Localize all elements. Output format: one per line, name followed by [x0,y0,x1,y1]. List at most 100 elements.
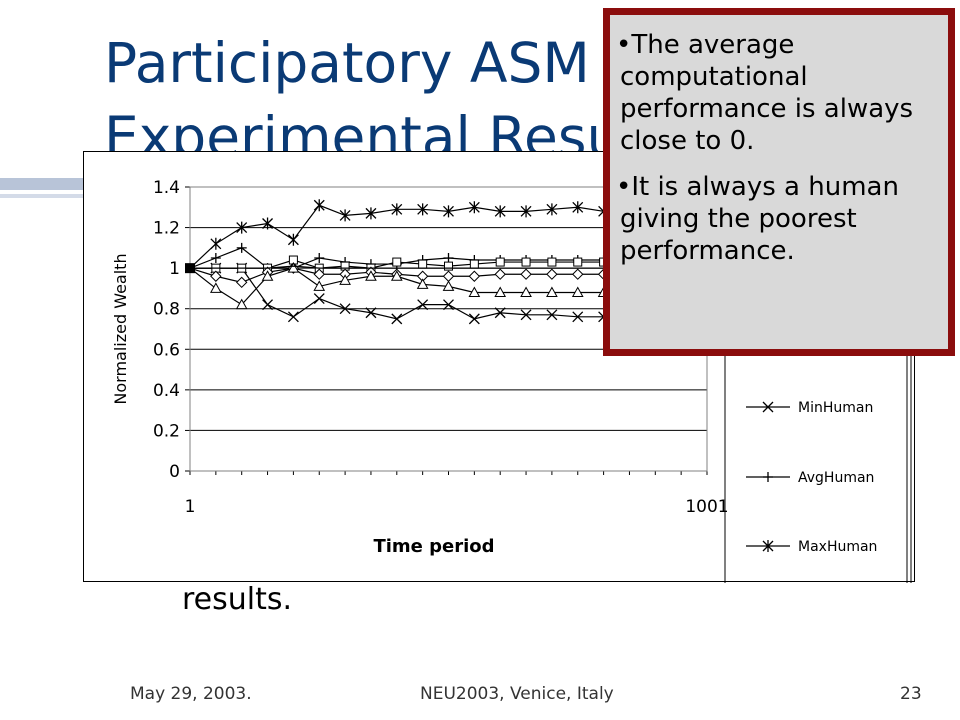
callout-point-1: •The average computational performance i… [616,30,914,156]
marker-x [287,311,299,323]
callout-inner: •The average computational performance i… [610,15,948,349]
callout-point-2: •It is always a human giving the poorest… [616,172,899,266]
footer-page-number: 23 [900,684,922,704]
marker-x [365,307,377,319]
marker-square [495,257,505,267]
marker-star [339,209,351,222]
legend-label: MinHuman [798,400,873,416]
marker-diamond [235,276,248,289]
marker-triangle [210,282,222,293]
marker-star [365,207,377,220]
marker-x [443,299,454,311]
marker-triangle [339,274,351,285]
marker-x [520,309,532,321]
marker-square [547,257,557,267]
series-triangle [189,262,610,310]
marker-diamond [210,270,222,282]
marker-triangle [313,280,326,291]
marker-star [210,237,222,250]
y-tick-label: 0.6 [153,340,180,360]
marker-star [262,217,274,230]
marker-star [236,221,248,234]
marker-x [339,303,351,315]
marker-triangle [546,286,558,297]
marker-diamond [442,270,455,282]
wealth-chart: 0 0.2 0.4 0.6 0.8 1 1.2 1.4 1 1001 Normalized We… [111,152,912,583]
marker-plus [763,472,773,482]
legend-item: MaxHuman [746,539,877,555]
marker-triangle [494,286,507,297]
series-line [190,265,604,269]
marker-star [443,205,454,218]
marker-star [572,201,584,214]
chart-legend: MinHuman AvgHuman MaxHuman [746,400,877,555]
y-axis-label: Normalized Wealth [111,253,130,404]
marker-plus [210,253,221,263]
footer-venue: NEU2003, Venice, Italy [420,684,614,704]
decor-stripe-thin [0,194,110,198]
x-tick-label: 1 [185,497,196,517]
marker-star [313,199,325,212]
marker-x [417,299,429,311]
y-tick-labels: 0 0.2 0.4 0.6 0.8 1 1.2 1.4 [153,178,180,482]
series-square [190,255,609,273]
x-axis-label: Time period [373,536,494,557]
y-tick-label: 1.4 [153,178,180,198]
marker-triangle [390,270,403,281]
marker-square [469,259,479,269]
body-text-fragment: results. [182,582,293,617]
marker-star [417,203,429,216]
marker-x [494,307,506,319]
marker-diamond [520,268,532,280]
marker-diamond [313,268,325,280]
marker-triangle [287,262,300,273]
marker-diamond [572,268,584,280]
marker-triangle [261,270,274,281]
marker-triangle [365,270,377,281]
marker-triangle [442,280,455,291]
marker-x [762,401,774,413]
marker-star [762,540,774,552]
marker-square [573,257,583,267]
marker-plus [314,253,325,263]
marker-square [418,259,428,269]
slide-title-line-1: Participatory ASM [104,31,590,95]
marker-x [391,313,403,325]
marker-x [572,311,584,323]
callout-box: •The average computational performance i… [603,8,955,356]
marker-star [468,201,480,214]
decor-stripe [0,178,110,190]
marker-triangle [468,286,481,297]
y-tick-label: 0.8 [153,300,180,320]
marker-diamond [468,270,481,282]
legend-item: MinHuman [746,400,873,416]
marker-star [391,203,403,216]
marker-square [392,257,402,267]
chart-series [185,199,610,325]
slide-title: Participatory ASM Experimental Results [104,26,924,174]
legend-label: MaxHuman [798,539,877,555]
marker-diamond [494,268,506,280]
marker-triangle [416,278,429,289]
marker-x [262,299,274,311]
marker-x [468,313,480,325]
marker-star [520,205,532,218]
marker-star [546,203,558,216]
y-tick-label: 1.2 [153,219,180,239]
marker-plus [443,253,454,263]
marker-star [287,233,299,246]
marker-triangle [520,286,532,297]
y-tick-label: 0.4 [153,381,180,401]
footer-date: May 29, 2003. [130,684,252,704]
legend-item: AvgHuman [746,470,874,486]
marker-x [313,293,325,305]
y-tick-label: 0.2 [153,421,180,441]
x-tick-labels: 1 1001 [185,497,729,517]
series-none [190,265,604,269]
legend-label: AvgHuman [798,470,874,486]
y-tick-label: 1 [169,259,180,279]
marker-diamond [546,268,558,280]
marker-square [521,257,531,267]
marker-plus [236,242,247,253]
marker-triangle [571,286,584,297]
